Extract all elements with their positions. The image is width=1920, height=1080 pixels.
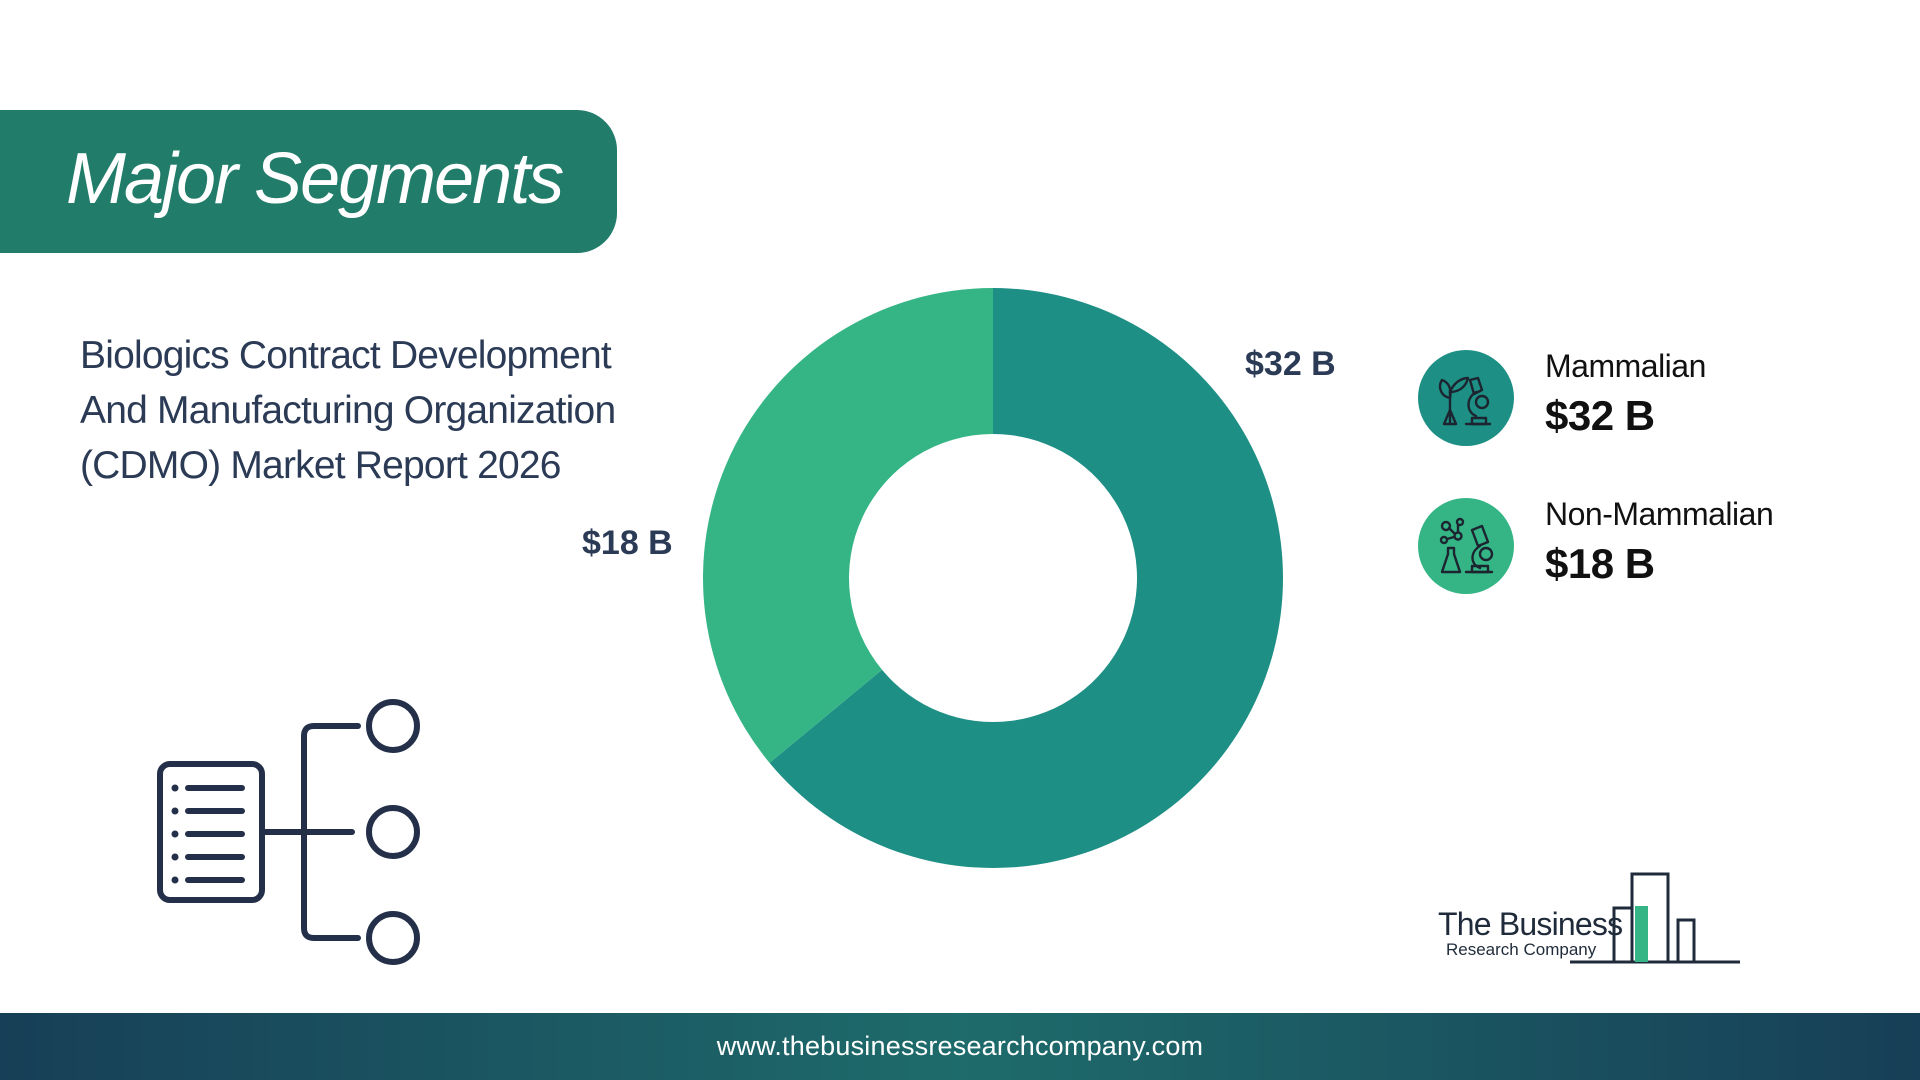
legend-value-non-mammalian: $18 B	[1545, 540, 1655, 587]
report-title-line: And Manufacturing Organization	[80, 389, 616, 432]
report-title-line: Biologics Contract Development	[80, 334, 612, 377]
legend-color-mammalian	[1418, 350, 1514, 446]
donut-slice-non-mammalian	[703, 288, 993, 763]
footer-bar: www.thebusinessresearchcompany.com	[0, 1013, 1920, 1080]
data-label-mammalian: $32 B	[1245, 345, 1336, 383]
website-link[interactable]: www.thebusinessresearchcompany.com	[716, 1031, 1204, 1061]
logo-text-secondary: Research Company	[1446, 940, 1597, 959]
legend-label-non-mammalian: Non-Mammalian	[1545, 496, 1774, 532]
header-banner: Major Segments	[0, 110, 617, 253]
buildings-logo-icon	[1570, 872, 1740, 964]
segments-tree-icon	[157, 699, 420, 965]
microscope-molecule-icon	[1439, 517, 1494, 574]
report-title: Biologics Contract Development And Manuf…	[80, 328, 680, 493]
legend-item-mammalian: Mammalian $32 B	[1418, 348, 1858, 450]
legend-label-mammalian: Mammalian	[1545, 348, 1706, 384]
page-title: Major Segments	[66, 139, 564, 219]
donut-chart	[703, 288, 1284, 869]
legend-color-non-mammalian	[1418, 498, 1514, 594]
lab-plant-icon	[1438, 376, 1492, 426]
report-title-line: (CDMO) Market Report 2026	[80, 444, 561, 487]
data-label-non-mammalian: $18 B	[582, 524, 673, 562]
donut-slice-mammalian	[769, 288, 1284, 869]
legend-item-non-mammalian: Non-Mammalian $18 B	[1418, 496, 1858, 598]
logo-text-primary: The Business	[1438, 906, 1623, 942]
company-logo: The Business Research Company	[1430, 868, 1750, 968]
legend-value-mammalian: $32 B	[1545, 392, 1655, 439]
